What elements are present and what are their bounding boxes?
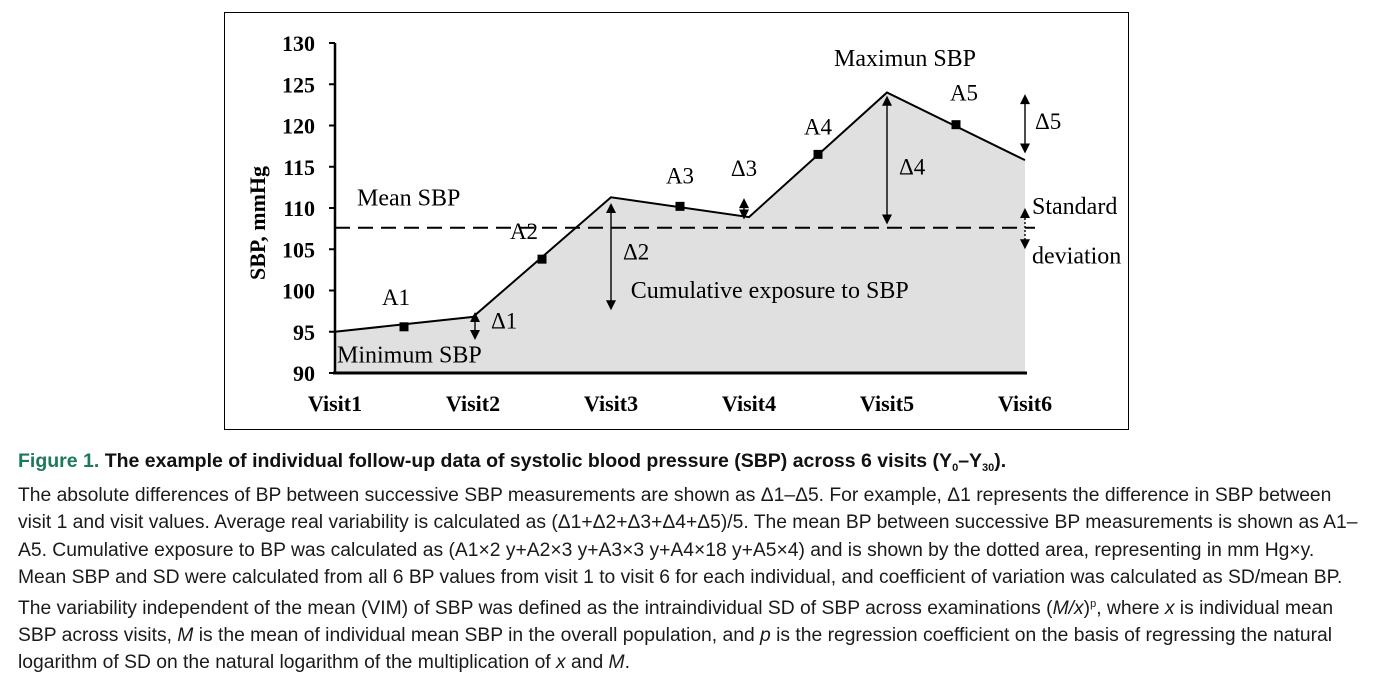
delta-arrow-1-head-up — [470, 311, 480, 322]
caption-body-mx: M/x — [1052, 598, 1084, 620]
caption-body-p: p — [760, 625, 771, 647]
delta-arrow-1-head-down — [470, 330, 480, 340]
delta-arrow-3 — [739, 198, 749, 220]
x-tick-label: Visit1 — [308, 391, 362, 416]
midpoint-label: A3 — [666, 163, 694, 188]
midpoint-label: A5 — [950, 81, 978, 106]
midpoint-marker — [675, 201, 685, 211]
caption-figure-label: Figure 1. — [18, 450, 100, 472]
delta-label: Δ1 — [491, 308, 517, 333]
figure-frame: 90 95 100 105 110 115 120 125 130 SBP, mmHg Visit1… — [224, 12, 1129, 430]
sbp-chart: 90 95 100 105 110 115 120 125 130 SBP, mmHg Visit1… — [245, 31, 1121, 416]
maximum-sbp-label: Maximun SBP — [834, 46, 976, 72]
caption-body-2: , where — [1096, 598, 1165, 620]
midpoint-marker — [813, 149, 823, 159]
caption-title-post: ). — [994, 450, 1007, 472]
x-tick-label: Visit5 — [860, 391, 914, 416]
cumulative-exposure-area — [335, 92, 1025, 373]
caption-body-M: M — [177, 625, 194, 647]
caption-title-pre: The example of individual follow-up data… — [104, 450, 953, 472]
midpoint-marker — [951, 120, 961, 130]
caption-body-4: is the mean of individual mean SBP in th… — [193, 625, 761, 647]
midpoint-label: A1 — [382, 285, 410, 310]
caption-body-3: is individual mean SBP across visits, — [18, 598, 1334, 647]
delta-arrow-2-head-down — [606, 300, 616, 311]
caption-title-sub1: 0 — [952, 462, 959, 474]
minimum-sbp-label: Minimum SBP — [337, 342, 482, 368]
caption-title-sub2: 30 — [982, 462, 995, 474]
delta-arrow-2 — [606, 203, 616, 311]
caption-title-mid: –Y — [958, 450, 983, 472]
caption-body-M2: M — [608, 652, 625, 674]
y-tick-label: 95 — [293, 320, 315, 345]
caption-body-6: and — [565, 652, 609, 674]
delta-label: Δ3 — [731, 156, 757, 181]
sd-arrow-head-down — [1020, 239, 1030, 250]
delta-arrow-5-head-down — [1020, 143, 1030, 154]
x-tick-label: Visit2 — [446, 391, 500, 416]
y-axis-title: SBP, mmHg — [245, 166, 270, 280]
delta-label: Δ2 — [623, 239, 649, 264]
midpoint-marker — [399, 322, 409, 332]
cumulative-exposure-label: Cumulative exposure to SBP — [631, 278, 909, 304]
x-tick-label: Visit3 — [584, 391, 638, 416]
y-tick-label: 105 — [282, 237, 315, 262]
sd-label-line1: Standard — [1032, 194, 1117, 220]
caption-body-x1: x — [1164, 598, 1175, 620]
delta-label: Δ5 — [1035, 109, 1061, 134]
midpoint-label: A2 — [510, 219, 538, 244]
midpoint-label: A4 — [804, 114, 833, 139]
delta-arrow-2-head-up — [606, 203, 616, 214]
figure-caption: Figure 1. The example of individual foll… — [18, 448, 1363, 677]
delta-arrow-1 — [470, 311, 480, 340]
sd-label-line2: deviation — [1032, 243, 1121, 269]
caption-body-5: is the regression coefficient on the bas… — [18, 625, 1333, 674]
delta-arrow-4 — [882, 95, 892, 225]
midpoint-marker — [537, 254, 547, 264]
y-tick-label: 110 — [283, 196, 315, 221]
sd-arrow-head-up — [1020, 208, 1030, 218]
x-tick-label: Visit6 — [998, 391, 1052, 416]
caption-body: The absolute differences of BP between s… — [18, 485, 1358, 674]
delta-label: Δ4 — [899, 155, 926, 180]
delta-arrow-4-head-down — [882, 214, 892, 225]
y-tick-label: 120 — [282, 114, 315, 139]
caption-body-1: The absolute differences of BP between s… — [18, 485, 1358, 620]
x-tick-label: Visit4 — [722, 391, 776, 416]
caption-body-x2: x — [556, 652, 566, 674]
y-tick-label: 130 — [282, 31, 315, 56]
y-tick-label: 100 — [282, 279, 315, 304]
delta-arrow-4-head-up — [882, 95, 892, 106]
caption-body-p-sup: p — [1090, 598, 1097, 611]
delta-arrow-5-head-up — [1020, 94, 1030, 105]
caption-title: Figure 1. The example of individual foll… — [18, 448, 1363, 482]
delta-arrow-3-head-up — [739, 198, 749, 209]
y-tick-label: 115 — [283, 155, 315, 180]
y-tick-label: 90 — [293, 361, 315, 386]
delta-arrow-5 — [1020, 94, 1030, 154]
mean-sbp-label: Mean SBP — [357, 186, 460, 212]
delta-arrow-3-head-down — [739, 209, 749, 220]
caption-body-7: . — [624, 652, 630, 674]
sd-arrow — [1020, 208, 1030, 250]
y-tick-label: 125 — [282, 72, 315, 97]
